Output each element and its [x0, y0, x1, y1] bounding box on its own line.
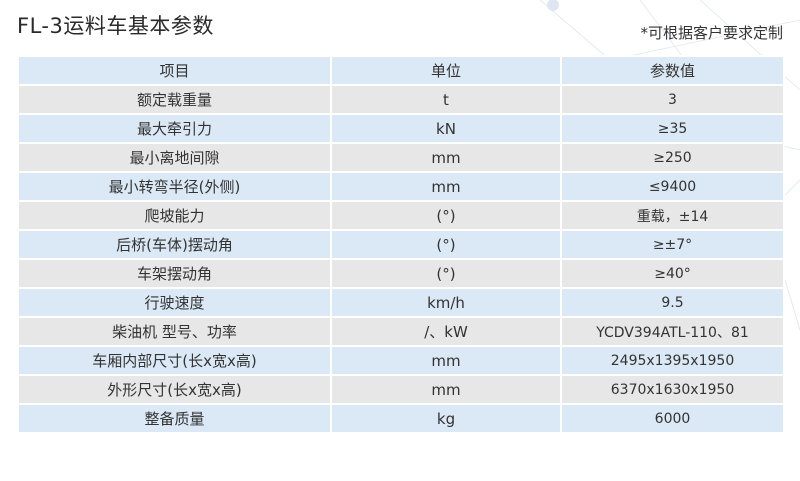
cell-unit: mm [330, 171, 562, 202]
header-unit: 单位 [330, 55, 562, 86]
cell-value: 2495x1395x1950 [560, 345, 785, 376]
header-item: 项目 [17, 55, 332, 86]
cell-item: 整备质量 [17, 403, 332, 434]
cell-item: 最小离地间隙 [17, 142, 332, 173]
table-row: 最大牵引力 kN ≥35 [17, 113, 785, 144]
cell-item: 最大牵引力 [17, 113, 332, 144]
table-row: 后桥(车体)摆动角 (°) ≥±7° [17, 229, 785, 260]
cell-value: ≥40° [560, 258, 785, 289]
cell-item: 最小转弯半径(外侧) [17, 171, 332, 202]
customization-note: *可根据客户要求定制 [640, 24, 783, 42]
cell-item: 柴油机 型号、功率 [17, 316, 332, 347]
table-row: 最小转弯半径(外侧) mm ≤9400 [17, 171, 785, 202]
cell-unit: mm [330, 142, 562, 173]
cell-value: YCDV394ATL-110、81 [560, 316, 785, 347]
table-row: 车厢内部尺寸(长x宽x高) mm 2495x1395x1950 [17, 345, 785, 376]
cell-value: 重载，±14 [560, 200, 785, 231]
cell-item: 车架摆动角 [17, 258, 332, 289]
cell-value: 3 [560, 84, 785, 115]
cell-unit: mm [330, 374, 562, 405]
cell-unit: km/h [330, 287, 562, 318]
cell-unit: /、kW [330, 316, 562, 347]
cell-item: 爬坡能力 [17, 200, 332, 231]
cell-value: ≤9400 [560, 171, 785, 202]
cell-unit: kg [330, 403, 562, 434]
cell-value: ≥±7° [560, 229, 785, 260]
table-row: 柴油机 型号、功率/、kW YCDV394ATL-110、81 [17, 316, 785, 347]
cell-value: 9.5 [560, 287, 785, 318]
page-title: FL-3运料车基本参数 [17, 14, 214, 38]
table-row: 车架摆动角 (°) ≥40° [17, 258, 785, 289]
table-row: 整备质量 kg 6000 [17, 403, 785, 434]
table-header-row: 项目 单位 参数值 [17, 55, 785, 86]
parameters-table: 项目 单位 参数值 额定载重量 t 3 最大牵引力 kN ≥35 最小离地间隙 mm ≥250 最… [17, 55, 785, 434]
table-row: 爬坡能力 (°) 重载，±14 [17, 200, 785, 231]
cell-unit: kN [330, 113, 562, 144]
table-row: 行驶速度 km/h 9.5 [17, 287, 785, 318]
cell-value: ≥250 [560, 142, 785, 173]
cell-unit: mm [330, 345, 562, 376]
cell-item: 外形尺寸(长x宽x高) [17, 374, 332, 405]
cell-item: 额定载重量 [17, 84, 332, 115]
cell-unit: t [330, 84, 562, 115]
cell-unit: (°) [330, 258, 562, 289]
cell-item: 车厢内部尺寸(长x宽x高) [17, 345, 332, 376]
cell-value: 6370x1630x1950 [560, 374, 785, 405]
cell-unit: (°) [330, 229, 562, 260]
table-row: 额定载重量 t 3 [17, 84, 785, 115]
table-row: 最小离地间隙 mm ≥250 [17, 142, 785, 173]
cell-unit: (°) [330, 200, 562, 231]
cell-value: ≥35 [560, 113, 785, 144]
cell-item: 行驶速度 [17, 287, 332, 318]
header-value: 参数值 [560, 55, 785, 86]
cell-item: 后桥(车体)摆动角 [17, 229, 332, 260]
cell-value: 6000 [560, 403, 785, 434]
table-row: 外形尺寸(长x宽x高) mm 6370x1630x1950 [17, 374, 785, 405]
